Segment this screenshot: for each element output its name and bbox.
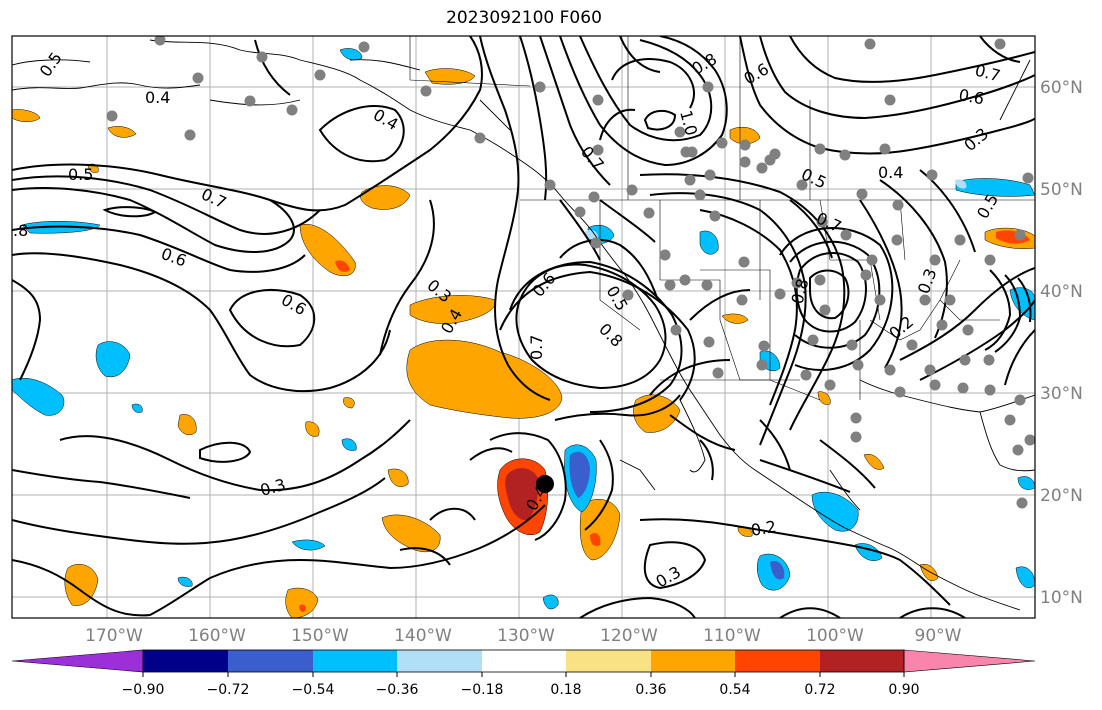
colorbar-tick-label: −0.36 (376, 682, 419, 698)
lat-tick-label: 10°N (1040, 588, 1083, 608)
lon-tick-label: 160°W (188, 626, 246, 646)
colorbar-tick-label: −0.18 (461, 682, 504, 698)
colorbar-segment (482, 650, 566, 672)
contour-label: 0.4 (145, 88, 170, 107)
lon-tick-label: 130°W (497, 626, 555, 646)
map-title: 2023092100 F060 (446, 8, 602, 28)
station-dots (106, 36, 1035, 509)
contour-lines (12, 36, 1035, 618)
lon-tick-label: 110°W (703, 626, 761, 646)
colorbar-segment (143, 650, 228, 672)
colorbar-tick-label: 0.90 (888, 682, 919, 698)
contour-label: .8 (13, 221, 28, 240)
colorbar-segment (651, 650, 735, 672)
colorbar-segment (228, 650, 313, 672)
contour-label: 0.7 (527, 335, 546, 360)
colorbar-segment (820, 650, 904, 672)
moderate-negative-anomaly-fill (569, 451, 785, 580)
storm-center-marker (536, 475, 554, 493)
coastlines (12, 39, 1035, 611)
lon-tick-label: 120°W (600, 626, 658, 646)
colorbar-tick-label: 0.72 (804, 682, 835, 698)
colorbar-tick-label: 0.18 (550, 682, 581, 698)
colorbar-segment (313, 650, 397, 672)
positive-anomaly-fill (12, 68, 1035, 618)
lon-tick-label: 170°W (85, 626, 143, 646)
colorbar-segment (397, 650, 482, 672)
lat-tick-label: 40°N (1040, 282, 1083, 302)
colorbar-extend-high (903, 649, 1036, 673)
colorbar-tick-label: 0.36 (635, 682, 666, 698)
contour-label: 0.2 (749, 517, 777, 540)
contour-label: 0.5 (68, 165, 93, 184)
colorbar-segment (566, 650, 651, 672)
latitude-tick-labels: 60°N 50°N 40°N 30°N 20°N 10°N (1040, 78, 1083, 608)
lat-tick-label: 30°N (1040, 384, 1083, 404)
lon-tick-label: 140°W (394, 626, 452, 646)
colorbar-tick-label: −0.72 (207, 682, 250, 698)
colorbar-segment (735, 650, 820, 672)
lon-tick-label: 150°W (291, 626, 349, 646)
map-frame (11, 35, 1036, 619)
contour-label: 0.4 (878, 163, 903, 182)
lon-tick-label: 100°W (806, 626, 864, 646)
colorbar-extend-low (11, 649, 144, 673)
colorbar-outline (142, 649, 905, 673)
lon-tick-label: 90°W (915, 626, 962, 646)
colorbar-tick-label: −0.54 (292, 682, 335, 698)
strong-positive-anomaly-fill (299, 230, 1030, 612)
longitude-tick-labels: 170°W 160°W 150°W 140°W 130°W 120°W 110°… (85, 626, 962, 646)
lat-tick-label: 20°N (1040, 486, 1083, 506)
colorbar-tick-label: 0.54 (719, 682, 750, 698)
lat-tick-label: 60°N (1040, 78, 1083, 98)
colorbar-tick-label: −0.90 (122, 682, 165, 698)
weak-negative-anomaly-fill (585, 179, 967, 240)
colorbar: −0.90 −0.72 −0.54 −0.36 −0.18 0.18 0.36 … (11, 649, 1036, 698)
lat-tick-label: 50°N (1040, 180, 1083, 200)
contour-label: 0.6 (957, 85, 985, 108)
